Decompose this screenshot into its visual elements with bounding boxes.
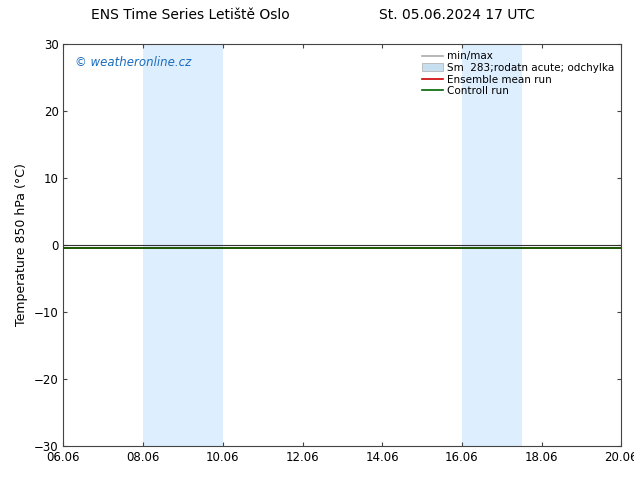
Text: ENS Time Series Letiště Oslo: ENS Time Series Letiště Oslo bbox=[91, 8, 290, 22]
Bar bbox=[143, 44, 223, 446]
Legend: min/max, Sm  283;rodatn acute; odchylka, Ensemble mean run, Controll run: min/max, Sm 283;rodatn acute; odchylka, … bbox=[420, 49, 616, 98]
Y-axis label: Temperature 850 hPa (°C): Temperature 850 hPa (°C) bbox=[15, 164, 29, 326]
Text: St. 05.06.2024 17 UTC: St. 05.06.2024 17 UTC bbox=[378, 8, 534, 22]
Text: © weatheronline.cz: © weatheronline.cz bbox=[75, 56, 191, 69]
Bar bbox=[462, 44, 522, 446]
